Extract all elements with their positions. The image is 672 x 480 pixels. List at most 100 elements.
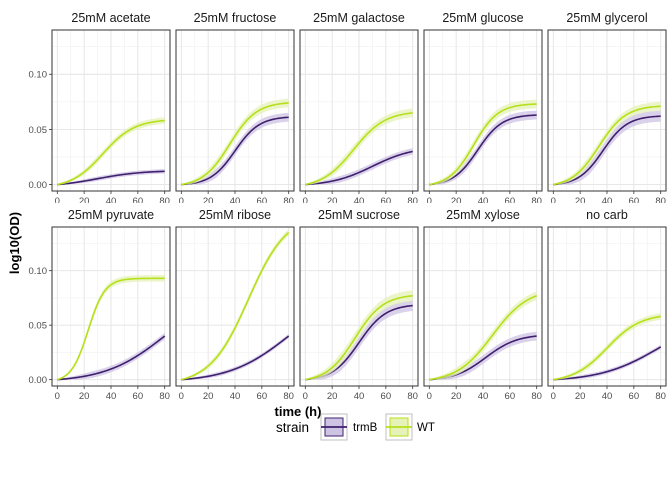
x-tick-label: 40 (106, 196, 117, 207)
facet-panel-no-carb: no carb 0 20 40 60 80 (547, 203, 667, 402)
x-tick-label: 40 (230, 196, 241, 207)
facet-label: 25mM acetate (71, 11, 150, 25)
x-tick-label: 80 (407, 196, 418, 207)
panel-grid (52, 30, 170, 191)
x-tick-label: 0 (303, 391, 308, 402)
facet-strip (300, 203, 418, 225)
x-tick-label: 40 (230, 391, 241, 402)
ci-band-trmB (553, 110, 661, 185)
ci-band-WT (305, 108, 413, 185)
facet-panel-25mm-fructose: 25mM fructose 0 20 40 60 80 (175, 6, 295, 207)
x-tick-label: 40 (602, 196, 613, 207)
x-tick-label: 60 (133, 196, 144, 207)
x-tick-label: 0 (551, 196, 556, 207)
x-tick-label: 20 (575, 196, 586, 207)
facet-strip (52, 203, 170, 225)
facet-strip (52, 6, 170, 28)
series-line-WT (305, 294, 413, 381)
x-tick-label: 40 (354, 391, 365, 402)
x-tick-label: 60 (381, 196, 392, 207)
x-tick-label: 40 (106, 391, 117, 402)
ci-band-trmB (305, 300, 413, 380)
facet-panels: 25mM acetate 0 20 40 60 80 0.00 0.05 0.10 25mM fr… (29, 6, 667, 402)
series-line-WT (553, 105, 661, 186)
facet-label: 25mM glycerol (566, 11, 647, 25)
series-line-trmB (553, 346, 662, 381)
y-tick-label: 0.00 (29, 375, 48, 386)
y-axis-title: log10(OD) (7, 212, 22, 274)
x-tick-label: 40 (602, 391, 613, 402)
panel-grid (176, 227, 294, 386)
x-tick-label: 0 (55, 196, 60, 207)
ci-band-WT (305, 290, 413, 380)
ci-band-trmB (181, 333, 289, 380)
series-line-WT (305, 112, 413, 186)
legend: strain trmB WT (276, 413, 435, 441)
ci-band-trmB (553, 344, 661, 380)
x-tick-label: 20 (451, 391, 462, 402)
ci-band-trmB (181, 112, 289, 185)
panel-grid (52, 227, 170, 386)
ci-band-WT (181, 98, 289, 185)
x-tick-label: 20 (79, 391, 90, 402)
x-axis-title: time (h) (275, 404, 322, 419)
facet-label: 25mM fructose (194, 11, 277, 25)
x-tick-label: 60 (257, 196, 268, 207)
legend-entry-WT: WT (385, 413, 435, 441)
y-tick-label: 0.10 (29, 266, 48, 277)
x-tick-label: 0 (427, 391, 432, 402)
x-tick-label: 60 (505, 391, 516, 402)
x-tick-label: 0 (427, 196, 432, 207)
y-tick-label: 0.05 (29, 125, 48, 136)
x-tick-label: 0 (55, 391, 60, 402)
x-tick-label: 20 (203, 196, 214, 207)
ci-band-trmB (429, 110, 537, 185)
panel-grid (176, 30, 294, 191)
facet-strip (176, 203, 294, 225)
facet-strip (176, 6, 294, 28)
x-tick-label: 0 (179, 391, 184, 402)
series-line-trmB (181, 335, 290, 381)
legend-label-trmB: trmB (353, 422, 378, 434)
series-line-trmB (57, 335, 166, 381)
x-tick-label: 80 (655, 196, 666, 207)
x-tick-label: 80 (159, 196, 170, 207)
x-tick-label: 20 (79, 196, 90, 207)
series-line-WT (57, 119, 165, 186)
x-tick-label: 80 (655, 391, 666, 402)
x-tick-label: 80 (283, 196, 294, 207)
x-tick-label: 20 (327, 196, 338, 207)
facet-label: 25mM sucrose (318, 208, 400, 222)
x-tick-label: 60 (133, 391, 144, 402)
x-tick-label: 20 (575, 391, 586, 402)
legend-label-WT: WT (417, 422, 435, 434)
ci-band-trmB (429, 331, 537, 380)
legend-entry-trmB: trmB (320, 413, 378, 441)
series-line-WT (429, 103, 537, 186)
facet-strip (548, 6, 666, 28)
facet-panel-25mm-glycerol: 25mM glycerol 0 20 40 60 80 (547, 6, 667, 207)
facet-panel-25mm-ribose: 25mM ribose 0 20 40 60 80 (175, 203, 295, 402)
ci-band-WT (553, 313, 661, 380)
legend-title: strain (276, 420, 309, 435)
x-tick-label: 80 (283, 391, 294, 402)
facet-panel-25mm-xylose: 25mM xylose 0 20 40 60 80 (423, 203, 543, 402)
x-tick-label: 0 (303, 196, 308, 207)
facet-panel-25mm-pyruvate: 25mM pyruvate 0 20 40 60 80 0.00 0.05 0.10 (29, 203, 171, 402)
x-tick-label: 60 (629, 391, 640, 402)
ci-band-WT (57, 117, 165, 185)
facet-panel-25mm-acetate: 25mM acetate 0 20 40 60 80 0.00 0.05 0.10 (29, 6, 171, 207)
facet-label: 25mM glucose (442, 11, 523, 25)
ci-band-WT (429, 99, 537, 185)
series-line-trmB (181, 116, 289, 186)
series-line-trmB (553, 115, 661, 186)
ci-band-trmB (57, 332, 165, 380)
x-tick-label: 80 (159, 391, 170, 402)
panel-grid (548, 227, 666, 386)
panel-grid (424, 30, 542, 191)
facet-label: no carb (586, 208, 628, 222)
facet-label: 25mM xylose (446, 208, 520, 222)
x-tick-label: 0 (551, 391, 556, 402)
facet-panel-25mm-galactose: 25mM galactose 0 20 40 60 80 (299, 6, 419, 207)
